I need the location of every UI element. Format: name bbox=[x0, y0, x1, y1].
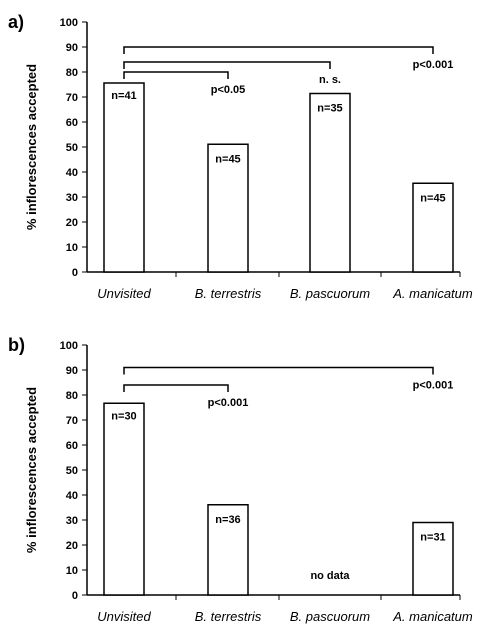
y-tick-label: 60 bbox=[66, 440, 78, 452]
y-tick-label: 90 bbox=[66, 365, 78, 377]
bar bbox=[207, 504, 249, 596]
significance-label: n. s. bbox=[319, 74, 341, 86]
significance-bracket bbox=[123, 71, 229, 79]
significance-label: p<0.001 bbox=[413, 59, 454, 71]
y-axis-label: % inflorescences accepted bbox=[24, 64, 39, 230]
y-tick-label: 30 bbox=[66, 192, 78, 204]
significance-bracket bbox=[123, 61, 331, 69]
x-category-label: Unvisited bbox=[97, 609, 151, 624]
x-category-label: B. terrestris bbox=[195, 286, 262, 301]
bar-n-label: n=31 bbox=[420, 532, 445, 544]
bar-n-label: n=35 bbox=[317, 103, 342, 115]
y-tick-label: 100 bbox=[60, 17, 78, 29]
bar bbox=[309, 92, 351, 273]
y-tick-label: 0 bbox=[72, 267, 78, 279]
bar bbox=[207, 143, 249, 273]
y-tick-label: 80 bbox=[66, 67, 78, 79]
x-category-label: B. terrestris bbox=[195, 609, 262, 624]
y-tick-label: 60 bbox=[66, 117, 78, 129]
panel-label: b) bbox=[8, 335, 25, 355]
significance-bracket bbox=[123, 366, 434, 375]
y-tick-label: 10 bbox=[66, 242, 78, 254]
y-axis-label: % inflorescences accepted bbox=[24, 387, 39, 553]
significance-label: p<0.05 bbox=[211, 84, 246, 96]
bar bbox=[412, 521, 454, 596]
significance-bracket bbox=[123, 384, 229, 392]
y-tick-label: 40 bbox=[66, 490, 78, 502]
y-tick-label: 100 bbox=[60, 340, 78, 352]
y-tick-label: 20 bbox=[66, 540, 78, 552]
bar bbox=[412, 182, 454, 273]
y-tick-label: 70 bbox=[66, 415, 78, 427]
y-tick-label: 50 bbox=[66, 465, 78, 477]
panel-label: a) bbox=[8, 12, 24, 32]
x-category-label: Unvisited bbox=[97, 286, 151, 301]
significance-label: p<0.001 bbox=[208, 397, 249, 409]
y-tick-label: 70 bbox=[66, 92, 78, 104]
y-tick-label: 0 bbox=[72, 590, 78, 602]
y-tick-label: 90 bbox=[66, 42, 78, 54]
x-category-label: A. manicatum bbox=[392, 609, 473, 624]
y-tick-label: 30 bbox=[66, 515, 78, 527]
y-tick-label: 20 bbox=[66, 217, 78, 229]
y-tick-label: 50 bbox=[66, 142, 78, 154]
bar-n-label: n=41 bbox=[111, 90, 136, 102]
bar-n-label: n=45 bbox=[420, 192, 445, 204]
bar-n-label: n=30 bbox=[111, 410, 136, 422]
bar-n-label: n=45 bbox=[215, 153, 240, 165]
x-category-label: B. pascuorum bbox=[290, 286, 370, 301]
y-tick-label: 80 bbox=[66, 390, 78, 402]
bar bbox=[103, 402, 145, 596]
x-category-label: B. pascuorum bbox=[290, 609, 370, 624]
bar-n-label: n=36 bbox=[215, 514, 240, 526]
y-tick-label: 10 bbox=[66, 565, 78, 577]
significance-bracket bbox=[123, 46, 434, 54]
no-data-label: no data bbox=[310, 570, 350, 582]
significance-label: p<0.001 bbox=[413, 380, 454, 392]
y-tick-label: 40 bbox=[66, 167, 78, 179]
bar bbox=[103, 82, 145, 273]
x-category-label: A. manicatum bbox=[392, 286, 473, 301]
